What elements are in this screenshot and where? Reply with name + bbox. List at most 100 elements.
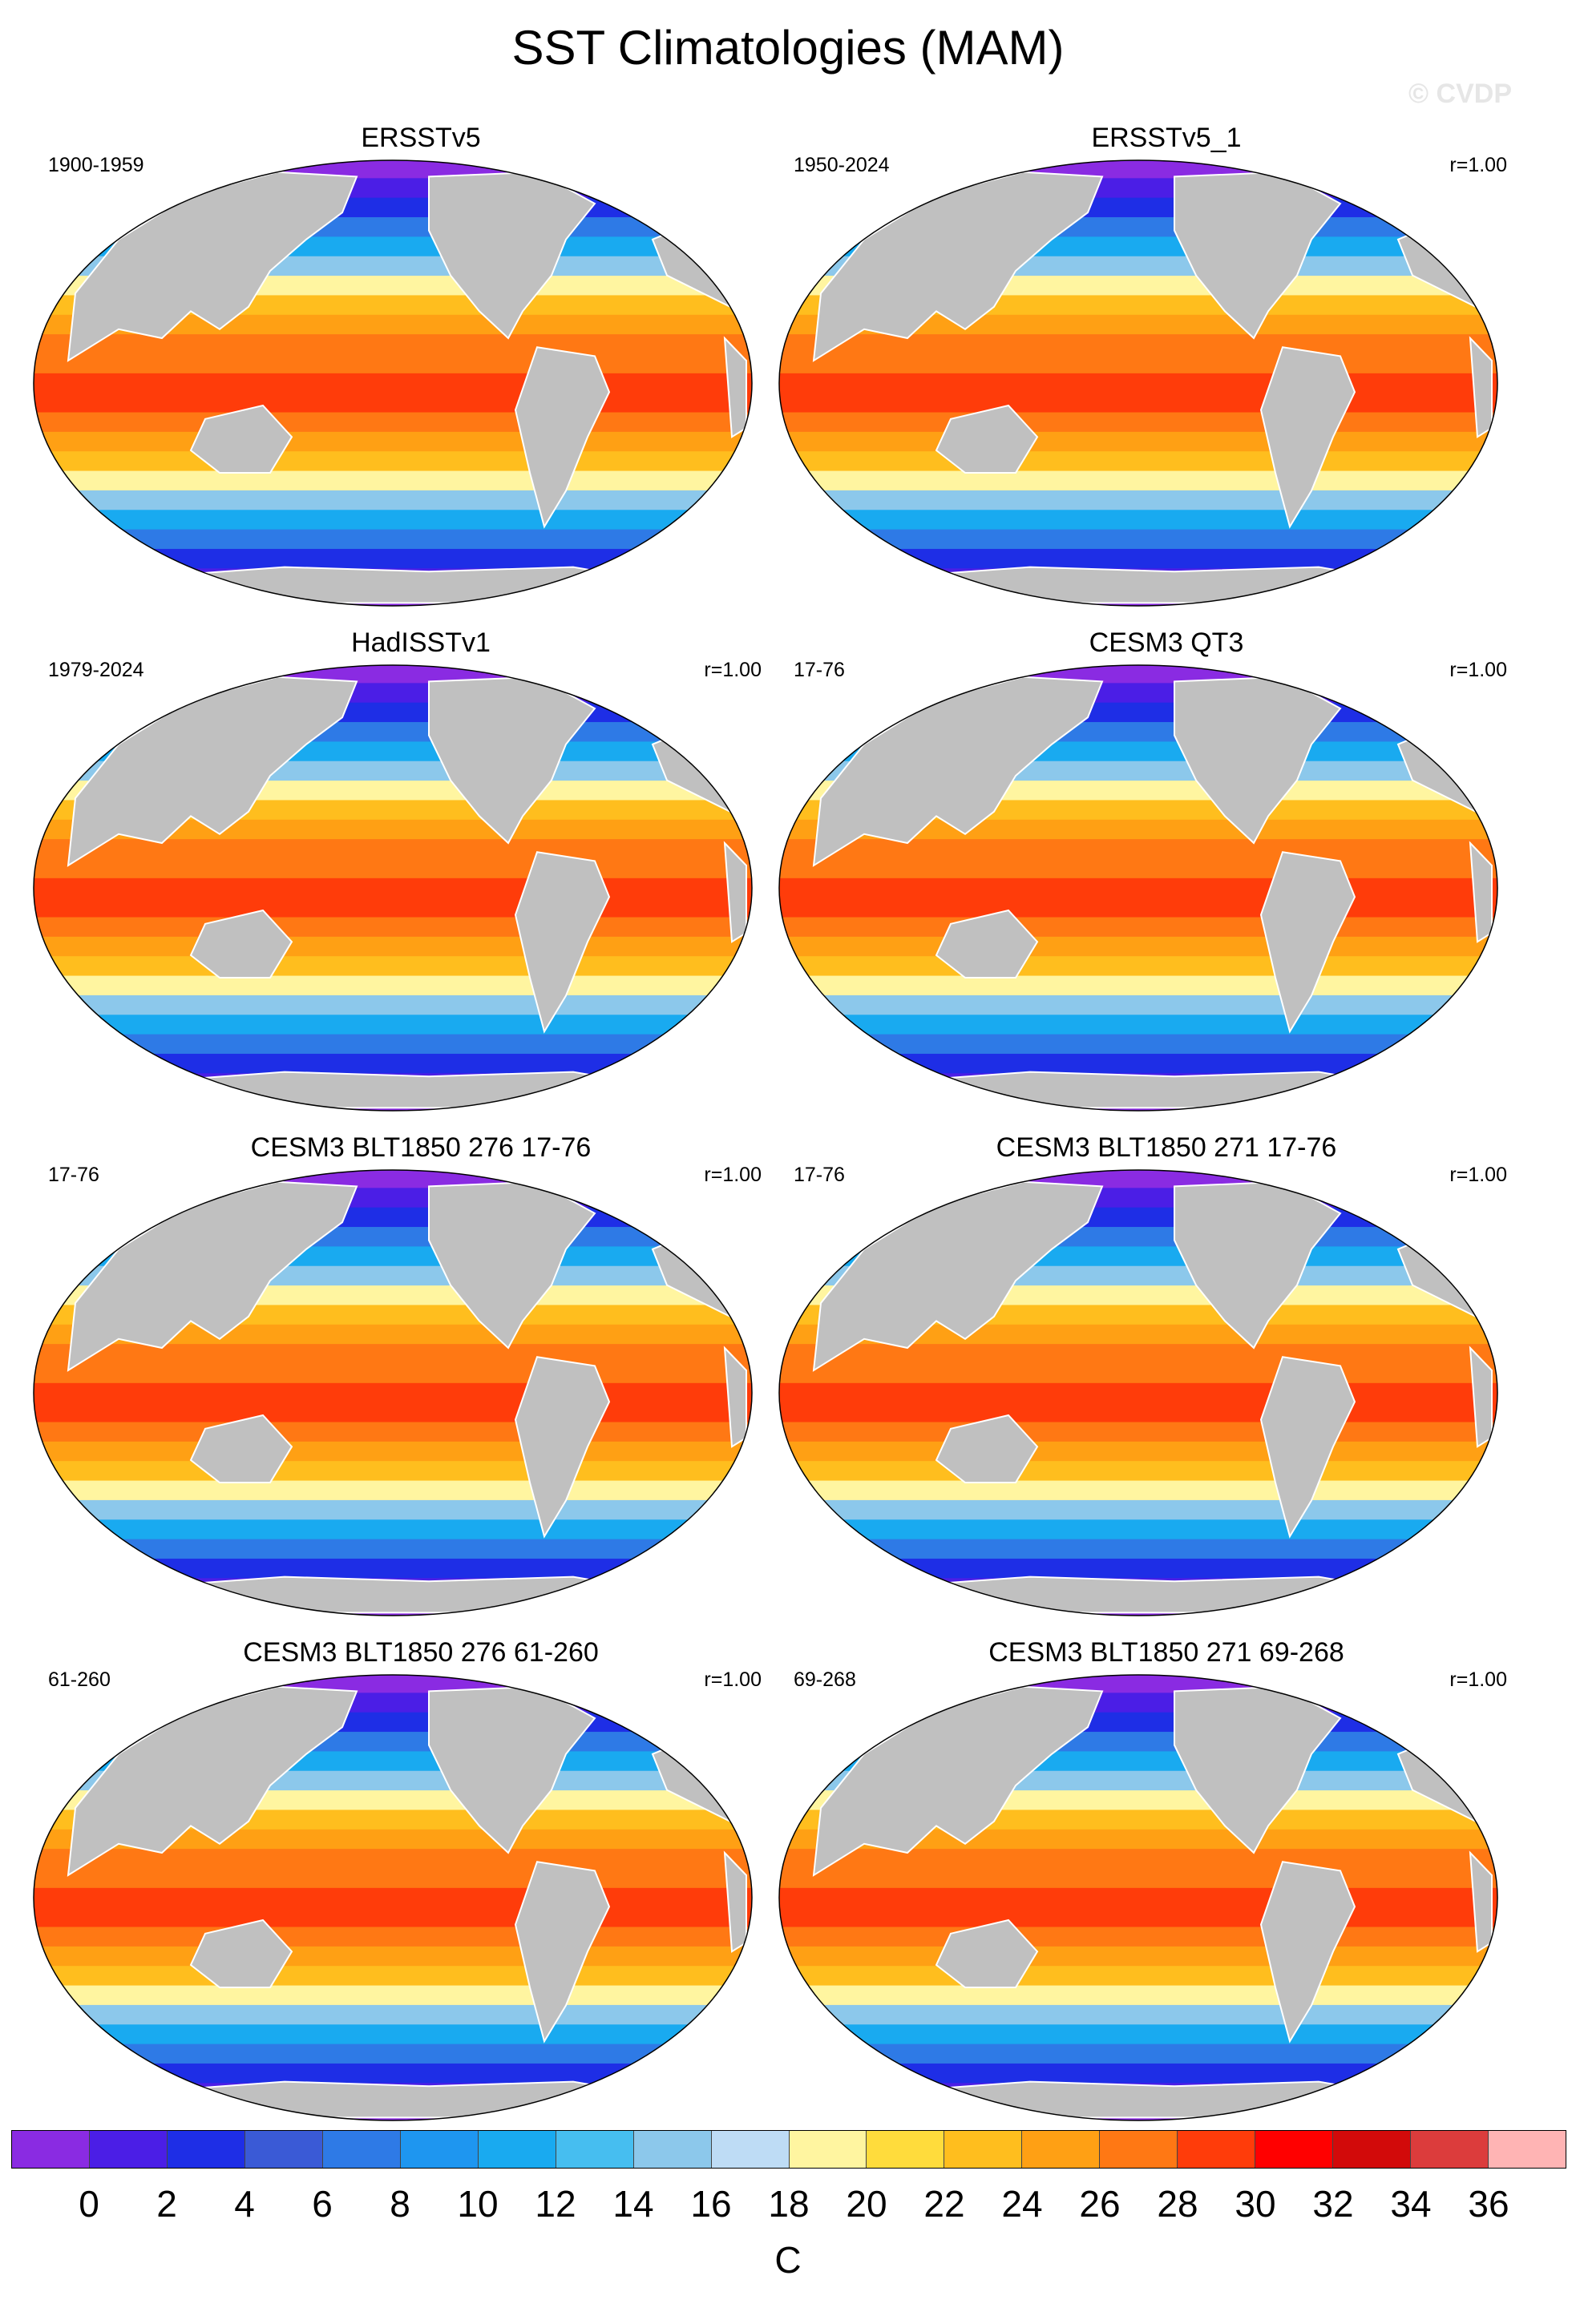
panel-hadisstv1: HadISSTv1 1979-2024 r=1.00: [0, 625, 762, 1112]
land-mass: [935, 1414, 1039, 1483]
sst-band: [34, 1034, 752, 1055]
land-mass: [67, 1685, 358, 1877]
panel-title: CESM3 BLT1850 276 17-76: [250, 1132, 592, 1163]
land-mass: [1174, 676, 1342, 845]
correlation-label: r=1.00: [704, 1668, 762, 1691]
land-mass: [812, 171, 1104, 362]
colorbar: [11, 2130, 1566, 2169]
sst-band: [34, 548, 752, 570]
sst-band: [779, 1985, 1497, 2006]
colorbar-box: [167, 2131, 245, 2168]
sst-band: [34, 197, 752, 219]
land-mass: [67, 171, 358, 362]
land-mass: [1259, 1861, 1356, 2044]
sst-band: [34, 2004, 752, 2026]
land-mass: [514, 851, 611, 1034]
sst-band: [779, 956, 1497, 977]
sst-band: [779, 878, 1497, 899]
globe-map: [33, 1674, 753, 2121]
colorbar-box: [1022, 2131, 1101, 2168]
land-mass: [161, 2080, 653, 2119]
sst-band: [34, 431, 752, 453]
sst-band: [779, 683, 1497, 704]
years-label: 1900-1959: [48, 154, 144, 176]
sst-band: [34, 1363, 752, 1384]
colorbar-tick-label: 8: [390, 2183, 410, 2225]
panel-title: ERSSTv5_1: [1091, 123, 1242, 153]
colorbar-tick-label: 26: [1079, 2183, 1121, 2225]
sst-band: [779, 1868, 1497, 1889]
colorbar-tick-label: 32: [1312, 2183, 1354, 2225]
sst-band: [34, 1849, 752, 1870]
land-mass: [514, 1356, 611, 1539]
globe-map: [778, 159, 1498, 607]
sst-band: [34, 2024, 752, 2045]
land-mass: [67, 676, 358, 867]
sst-band: [34, 1927, 752, 1947]
correlation-label: r=1.00: [1449, 1668, 1507, 1691]
sst-band: [779, 393, 1497, 414]
sst-band: [779, 1907, 1497, 1928]
sst-band: [779, 1015, 1497, 1035]
sst-band: [779, 1849, 1497, 1870]
colorbar-tick-label: 6: [312, 2183, 333, 2225]
sst-band: [34, 178, 752, 199]
land-mass: [428, 1180, 596, 1350]
land-mass: [428, 1685, 596, 1854]
watermark: © CVDP: [1408, 79, 1512, 109]
panel-title: ERSSTv5: [361, 123, 481, 153]
sst-band: [34, 490, 752, 511]
panel-cesm3-blt1850-271-69-268: CESM3 BLT1850 271 69-268 69-268 r=1.00: [746, 1635, 1507, 2121]
sst-band: [779, 839, 1497, 860]
sst-band: [779, 470, 1497, 491]
globe-map: [778, 1169, 1498, 1616]
sst-band: [779, 975, 1497, 996]
land-mass: [1174, 1685, 1342, 1854]
sst-band: [34, 1499, 752, 1521]
colorbar-tick-label: 22: [923, 2183, 965, 2225]
sst-band: [34, 160, 752, 180]
globe-map: [33, 1169, 753, 1616]
sst-band: [34, 878, 752, 899]
sst-band: [34, 702, 752, 724]
sst-band: [779, 197, 1497, 219]
sst-band: [779, 451, 1497, 472]
globe-outline: [33, 1169, 753, 1616]
sst-band: [34, 510, 752, 531]
sst-band: [34, 1539, 752, 1559]
land-mass: [1259, 346, 1356, 529]
sst-band: [34, 2044, 752, 2064]
sst-band: [34, 334, 752, 355]
globe-map: [778, 1674, 1498, 2121]
sst-band: [34, 995, 752, 1016]
colorbar-box: [322, 2131, 401, 2168]
sst-band: [34, 1207, 752, 1229]
land-mass: [935, 1919, 1039, 1988]
sst-band: [779, 1344, 1497, 1365]
years-label: 61-260: [48, 1668, 111, 1691]
sst-band: [34, 2063, 752, 2084]
land-mass: [428, 171, 596, 340]
globe-outline: [778, 664, 1498, 1112]
sst-band: [34, 839, 752, 860]
colorbar-tick-label: 24: [1001, 2183, 1043, 2225]
land-mass: [514, 1861, 611, 2044]
sst-band: [779, 1422, 1497, 1442]
sst-band: [779, 2063, 1497, 2084]
land-mass: [161, 1576, 653, 1614]
land-mass: [161, 566, 653, 604]
colorbar-tick-label: 18: [768, 2183, 810, 2225]
land-mass: [1174, 171, 1342, 340]
sst-band: [779, 1363, 1497, 1384]
sst-band: [779, 898, 1497, 918]
sst-band: [779, 1927, 1497, 1947]
correlation-label: r=1.00: [1449, 659, 1507, 681]
sst-band: [34, 1422, 752, 1442]
sst-band: [34, 1461, 752, 1482]
sst-band: [779, 160, 1497, 180]
colorbar-tick-label: 28: [1157, 2183, 1198, 2225]
sst-band: [779, 1946, 1497, 1967]
sst-band: [779, 412, 1497, 433]
sst-band: [779, 2044, 1497, 2064]
colorbar-box: [633, 2131, 712, 2168]
